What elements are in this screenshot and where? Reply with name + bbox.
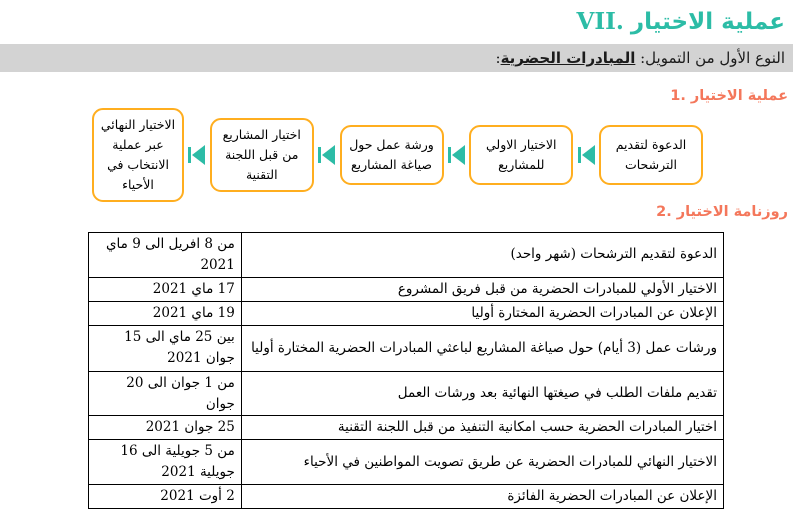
flow-step-label: ورشة عمل حول صياغة المشاريع <box>349 136 434 172</box>
section-1-text: عملية الاختيار <box>690 87 788 104</box>
date-cell: 19 ماي 2021 <box>88 300 242 326</box>
flow-step-initial-selection: الاختيار الاولي للمشاريع <box>469 124 574 185</box>
date-cell: من 5 جويلية الى 16 جويلية 2021 <box>88 439 242 486</box>
table-row: الإعلان عن المبادرات الحضرية المختارة أو… <box>88 300 725 326</box>
left-arrow-icon <box>188 144 206 165</box>
left-arrow-icon <box>318 144 336 165</box>
funding-type-prefix: النوع الأول من التمويل: <box>635 48 785 67</box>
flow-step-label: الاختيار النهائي عبر عملية الانتخاب في ا… <box>100 116 176 192</box>
table-row: الاختيار الأولي للمبادرات الحضرية من قبل… <box>88 276 725 302</box>
page-title: VII. عملية الاختيار <box>0 0 793 37</box>
activity-cell: ورشات عمل (3 أيام) حول صياغة المشاريع لب… <box>240 324 725 372</box>
date-cell: من 8 افريل الى 9 ماي 2021 <box>88 231 242 278</box>
date-cell: 17 ماي 2021 <box>88 276 242 302</box>
section-1-number: 1. <box>670 87 686 104</box>
flow-step-technical-committee: اختيار المشاريع من قبل اللجنة التقنية <box>209 117 314 192</box>
flow-step-workshop: ورشة عمل حول صياغة المشاريع <box>339 124 444 185</box>
activity-cell: الإعلان عن المبادرات الحضرية الفائزة <box>240 484 725 509</box>
date-cell: من 1 جوان الى 20 جوان <box>88 370 242 417</box>
left-arrow-icon <box>447 144 465 165</box>
calendar-table: الدعوة لتقديم الترشحات (شهر واحد) من 8 ا… <box>88 231 725 509</box>
table-row: ورشات عمل (3 أيام) حول صياغة المشاريع لب… <box>88 324 725 372</box>
funding-type-suffix: : <box>495 48 501 67</box>
arrow-triangle <box>451 144 465 165</box>
funding-type-banner: النوع الأول من التمويل: المبادرات الحضري… <box>0 43 793 72</box>
date-cell: بين 25 ماي الى 15 جوان 2021 <box>88 324 242 372</box>
arrow-triangle <box>322 144 336 165</box>
arrow-bar <box>318 146 322 163</box>
table-row: الإعلان عن المبادرات الحضرية الفائزة 2 أ… <box>88 484 725 509</box>
flow-step-final-selection: الاختيار النهائي عبر عملية الانتخاب في ا… <box>92 107 184 202</box>
flow-step-call-for-applications: الدعوة لتقديم الترشحات <box>599 124 703 185</box>
arrow-triangle <box>192 144 206 165</box>
table-row: الدعوة لتقديم الترشحات (شهر واحد) من 8 ا… <box>88 231 725 278</box>
funding-type-text: النوع الأول من التمويل: المبادرات الحضري… <box>496 49 785 67</box>
section-2-number: 2. <box>656 203 672 220</box>
flow-step-label: اختيار المشاريع من قبل اللجنة التقنية <box>222 126 301 182</box>
section-2-text: روزنامة الاختيار <box>676 203 788 220</box>
table-row: اختيار المبادرات الحضرية حسب امكانية الت… <box>88 415 725 441</box>
date-cell: 2 أوت 2021 <box>88 484 242 509</box>
arrow-bar <box>447 146 451 163</box>
selection-calendar: الدعوة لتقديم الترشحات (شهر واحد) من 8 ا… <box>88 231 725 509</box>
left-arrow-icon <box>577 144 595 165</box>
activity-cell: الدعوة لتقديم الترشحات (شهر واحد) <box>240 231 725 278</box>
funding-type-emphasis: المبادرات الحضرية <box>500 48 636 67</box>
activity-cell: اختيار المبادرات الحضرية حسب امكانية الت… <box>240 415 725 441</box>
flow-step-label: الاختيار الاولي للمشاريع <box>485 136 557 172</box>
section-heading-selection-calendar: 2. روزنامة الاختيار <box>0 204 793 220</box>
date-cell: 25 جوان 2021 <box>88 415 242 441</box>
table-row: تقديم ملفات الطلب في صيغتها النهائية بعد… <box>88 370 725 417</box>
table-row: الاختيار النهائي للمبادرات الحضرية عن طر… <box>88 439 725 486</box>
activity-cell: تقديم ملفات الطلب في صيغتها النهائية بعد… <box>240 370 725 417</box>
activity-cell: الاختيار النهائي للمبادرات الحضرية عن طر… <box>240 439 725 486</box>
flow-step-label: الدعوة لتقديم الترشحات <box>615 136 687 172</box>
page-title-number: VII. <box>576 8 624 35</box>
section-heading-selection-process: 1. عملية الاختيار <box>0 88 793 104</box>
arrow-bar <box>188 146 192 163</box>
activity-cell: الإعلان عن المبادرات الحضرية المختارة أو… <box>240 300 725 326</box>
page-title-text: عملية الاختيار <box>630 8 785 35</box>
arrow-triangle <box>581 144 595 165</box>
selection-process-flowchart: الدعوة لتقديم الترشحات الاختيار الاولي ل… <box>92 107 703 202</box>
arrow-bar <box>577 146 581 163</box>
activity-cell: الاختيار الأولي للمبادرات الحضرية من قبل… <box>240 276 725 302</box>
